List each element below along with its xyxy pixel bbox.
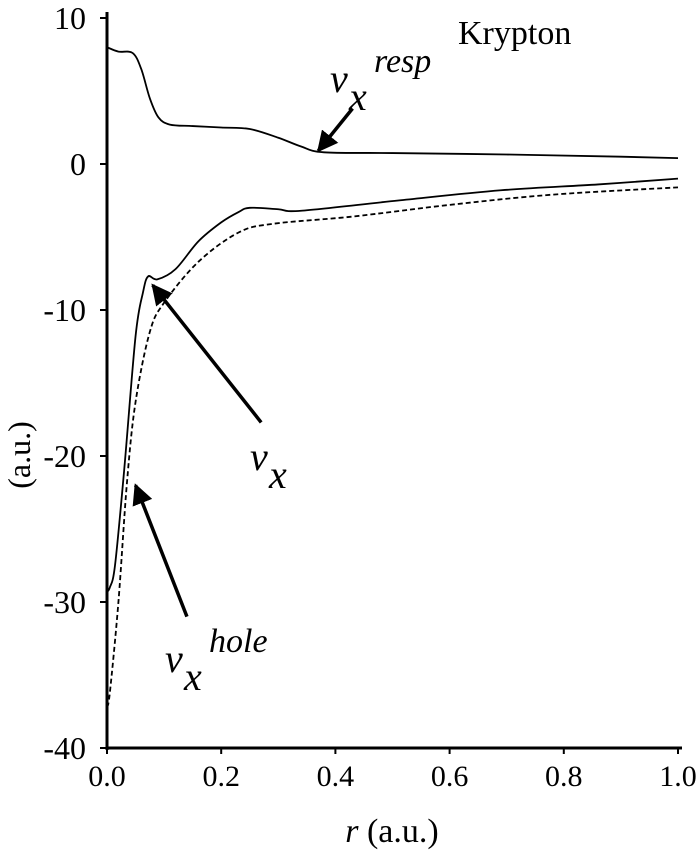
x-axis-unit: (a.u.) (367, 813, 439, 850)
series-group (106, 46, 679, 708)
annotation-arrow-1 (151, 283, 263, 424)
chart-title: Krypton (458, 15, 571, 52)
series-label-base: v (165, 636, 183, 681)
x-tick-label: 1.0 (659, 760, 697, 793)
series-line-0 (106, 46, 679, 160)
annotation-arrow-2 (132, 483, 189, 618)
y-tick-label: -30 (43, 584, 86, 620)
x-tick-label: 0.0 (88, 760, 126, 793)
annotation-arrow-0 (316, 107, 354, 153)
series-line-1 (106, 177, 679, 593)
y-tick-label: -20 (43, 438, 86, 474)
axes: 10 0 -10 -20 -30 -400.0 0.2 0.4 0.6 0.8 1.0 (43, 0, 696, 793)
series-label-sup: resp (374, 43, 431, 80)
series-label-base: v (330, 56, 348, 101)
x-tick-label: 0.8 (545, 760, 583, 793)
series-label-base: v (250, 434, 268, 479)
y-tick-label: -40 (43, 730, 86, 766)
x-axis-var: r (345, 813, 359, 850)
x-tick-label: 0.6 (431, 760, 469, 793)
x-tick-label: 0.4 (317, 760, 355, 793)
series-label-sup: hole (209, 623, 268, 660)
series-line-2 (106, 186, 679, 708)
y-tick-label: -10 (43, 292, 86, 328)
x-axis-label: r (a.u.) (345, 813, 438, 850)
y-axis-label: (a.u.) (1, 421, 37, 489)
series-label-sub: x (183, 654, 202, 699)
series-label-sub: x (348, 74, 367, 119)
y-tick-label: 0 (70, 146, 86, 182)
x-tick-label: 0.2 (202, 760, 240, 793)
series-label-sub: x (268, 452, 287, 497)
y-tick-label: 10 (54, 0, 86, 36)
